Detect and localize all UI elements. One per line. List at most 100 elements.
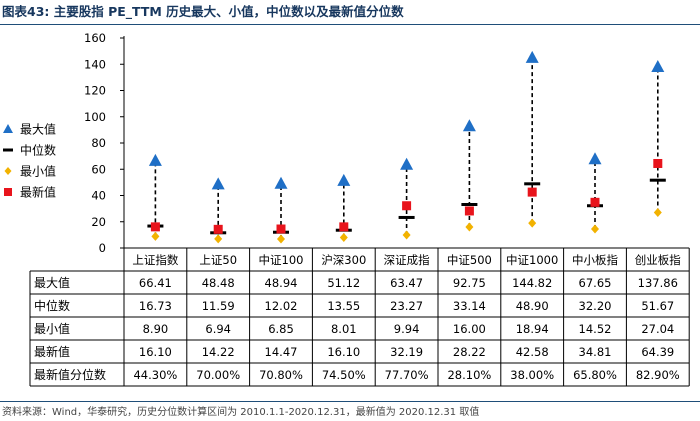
- table-cell: 66.41: [139, 276, 172, 290]
- legend-label: 最小值: [20, 164, 56, 179]
- x-category-label: 沪深300: [321, 253, 366, 267]
- y-tick-label: 80: [91, 136, 106, 150]
- table-cell: 23.27: [390, 299, 423, 313]
- table-cell: 8.90: [143, 322, 169, 336]
- latest-marker: [590, 197, 600, 207]
- table-cell: 14.22: [202, 345, 235, 359]
- table-row-header: 最小值: [34, 321, 70, 336]
- x-category-label: 上证指数: [132, 253, 178, 267]
- x-category-label: 中证500: [447, 253, 492, 267]
- max-marker: [651, 60, 665, 73]
- latest-marker: [527, 187, 537, 197]
- table-cell: 9.94: [394, 322, 420, 336]
- table-cell: 16.00: [453, 322, 486, 336]
- y-tick-label: 40: [91, 189, 106, 203]
- table-cell: 48.90: [516, 299, 549, 313]
- title-divider: [0, 24, 700, 25]
- min-marker: [214, 234, 223, 244]
- min-marker: [465, 222, 474, 232]
- y-tick-label: 60: [91, 162, 106, 176]
- table-cell: 12.02: [265, 299, 298, 313]
- table-cell: 70.80%: [259, 368, 303, 382]
- table-cell: 77.70%: [385, 368, 429, 382]
- table-cell: 16.10: [139, 345, 172, 359]
- legend-label: 最大值: [20, 122, 56, 137]
- median-marker: [524, 182, 541, 186]
- max-marker: [337, 173, 351, 186]
- min-marker: [591, 224, 599, 234]
- y-tick-label: 100: [84, 110, 106, 124]
- table-cell: 144.82: [512, 276, 552, 290]
- legend-max-marker: [3, 124, 13, 133]
- y-tick-label: 160: [84, 31, 106, 45]
- x-category-label: 中证100: [259, 253, 304, 267]
- min-marker: [653, 208, 662, 218]
- latest-marker: [213, 224, 223, 234]
- y-tick-label: 20: [91, 215, 106, 229]
- max-marker: [400, 157, 414, 170]
- table-cell: 82.90%: [636, 368, 680, 382]
- table-cell: 28.22: [453, 345, 486, 359]
- table-cell: 32.19: [390, 345, 423, 359]
- table-cell: 74.50%: [322, 368, 366, 382]
- table-row-header: 最大值: [34, 275, 70, 290]
- y-tick-label: 140: [84, 57, 106, 71]
- legend-label: 最新值: [20, 185, 56, 200]
- table-cell: 14.52: [579, 322, 612, 336]
- y-tick-label: 120: [84, 84, 106, 98]
- x-category-label: 上证50: [199, 253, 237, 267]
- legend-latest-marker: [4, 188, 12, 196]
- table-cell: 11.59: [202, 299, 235, 313]
- max-marker: [525, 50, 539, 63]
- median-marker: [461, 203, 478, 207]
- min-marker: [402, 230, 411, 240]
- table-cell: 32.20: [579, 299, 612, 313]
- legend-min-marker: [4, 167, 12, 175]
- x-category-label: 创业板指: [635, 253, 681, 267]
- table-cell: 48.94: [265, 276, 298, 290]
- max-marker: [588, 152, 602, 165]
- table-cell: 92.75: [453, 276, 486, 290]
- median-marker: [398, 215, 415, 219]
- source-divider: [0, 401, 700, 402]
- latest-marker: [276, 224, 286, 234]
- median-marker: [649, 178, 666, 182]
- x-category-label: 深证成指: [384, 253, 430, 267]
- latest-marker: [150, 222, 160, 232]
- max-marker: [148, 153, 162, 166]
- y-tick-label: 0: [99, 241, 106, 255]
- table-cell: 38.00%: [510, 368, 554, 382]
- table-cell: 44.30%: [133, 368, 177, 382]
- table-cell: 28.10%: [447, 368, 491, 382]
- table-cell: 27.04: [641, 322, 674, 336]
- table-cell: 51.12: [327, 276, 360, 290]
- latest-marker: [339, 222, 349, 232]
- table-cell: 70.00%: [196, 368, 240, 382]
- table-cell: 63.47: [390, 276, 423, 290]
- table-cell: 16.73: [139, 299, 172, 313]
- min-marker: [528, 218, 537, 228]
- table-cell: 51.67: [641, 299, 674, 313]
- table-cell: 33.14: [453, 299, 486, 313]
- latest-marker: [464, 206, 474, 216]
- table-cell: 6.94: [205, 322, 231, 336]
- table-cell: 14.47: [265, 345, 298, 359]
- max-marker: [211, 177, 225, 190]
- latest-marker: [653, 158, 663, 168]
- min-marker: [277, 234, 285, 244]
- max-marker: [274, 176, 288, 189]
- table-cell: 65.80%: [573, 368, 617, 382]
- x-category-label: 中小板指: [572, 253, 618, 267]
- table-cell: 48.48: [202, 276, 235, 290]
- table-cell: 67.65: [579, 276, 612, 290]
- table-cell: 18.94: [516, 322, 549, 336]
- table-row-header: 最新值分位数: [34, 367, 106, 382]
- legend-median-marker: [3, 148, 13, 152]
- table-cell: 64.39: [641, 345, 674, 359]
- table-cell: 13.55: [327, 299, 360, 313]
- table-row-header: 中位数: [34, 298, 70, 313]
- max-marker: [462, 119, 476, 132]
- table-cell: 34.81: [579, 345, 612, 359]
- table-cell: 137.86: [638, 276, 678, 290]
